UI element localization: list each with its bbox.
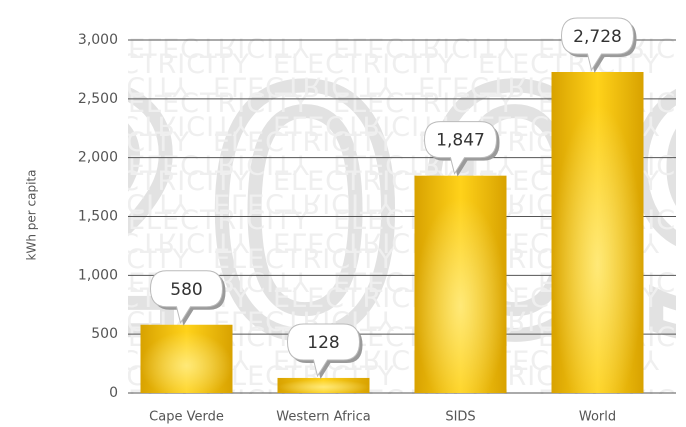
y-axis-title: kWh per capita <box>25 170 39 261</box>
bar <box>415 176 507 393</box>
y-tick-label: 3,000 <box>78 32 118 48</box>
y-tick-label: 2,500 <box>78 91 118 107</box>
bar <box>141 325 233 393</box>
bar <box>552 72 644 393</box>
x-tick-label: SIDS <box>445 410 475 425</box>
x-tick-label: World <box>579 410 616 425</box>
value-label: 128 <box>307 333 339 353</box>
y-tick-label: 500 <box>91 326 118 342</box>
y-tick-label: 1,500 <box>78 209 118 225</box>
x-tick-label: Western Africa <box>276 410 371 425</box>
value-label: 580 <box>170 280 202 300</box>
value-label: 1,847 <box>436 131 485 151</box>
y-tick-label: 1,000 <box>78 267 118 283</box>
value-label: 2,728 <box>573 27 622 47</box>
chart: 2009ELECTRICITYELECTRICITYELECTRICITYELE… <box>0 0 686 427</box>
bar <box>278 378 370 393</box>
y-tick-label: 2,000 <box>78 150 118 166</box>
y-tick-label: 0 <box>109 385 118 401</box>
x-tick-label: Cape Verde <box>149 410 224 425</box>
